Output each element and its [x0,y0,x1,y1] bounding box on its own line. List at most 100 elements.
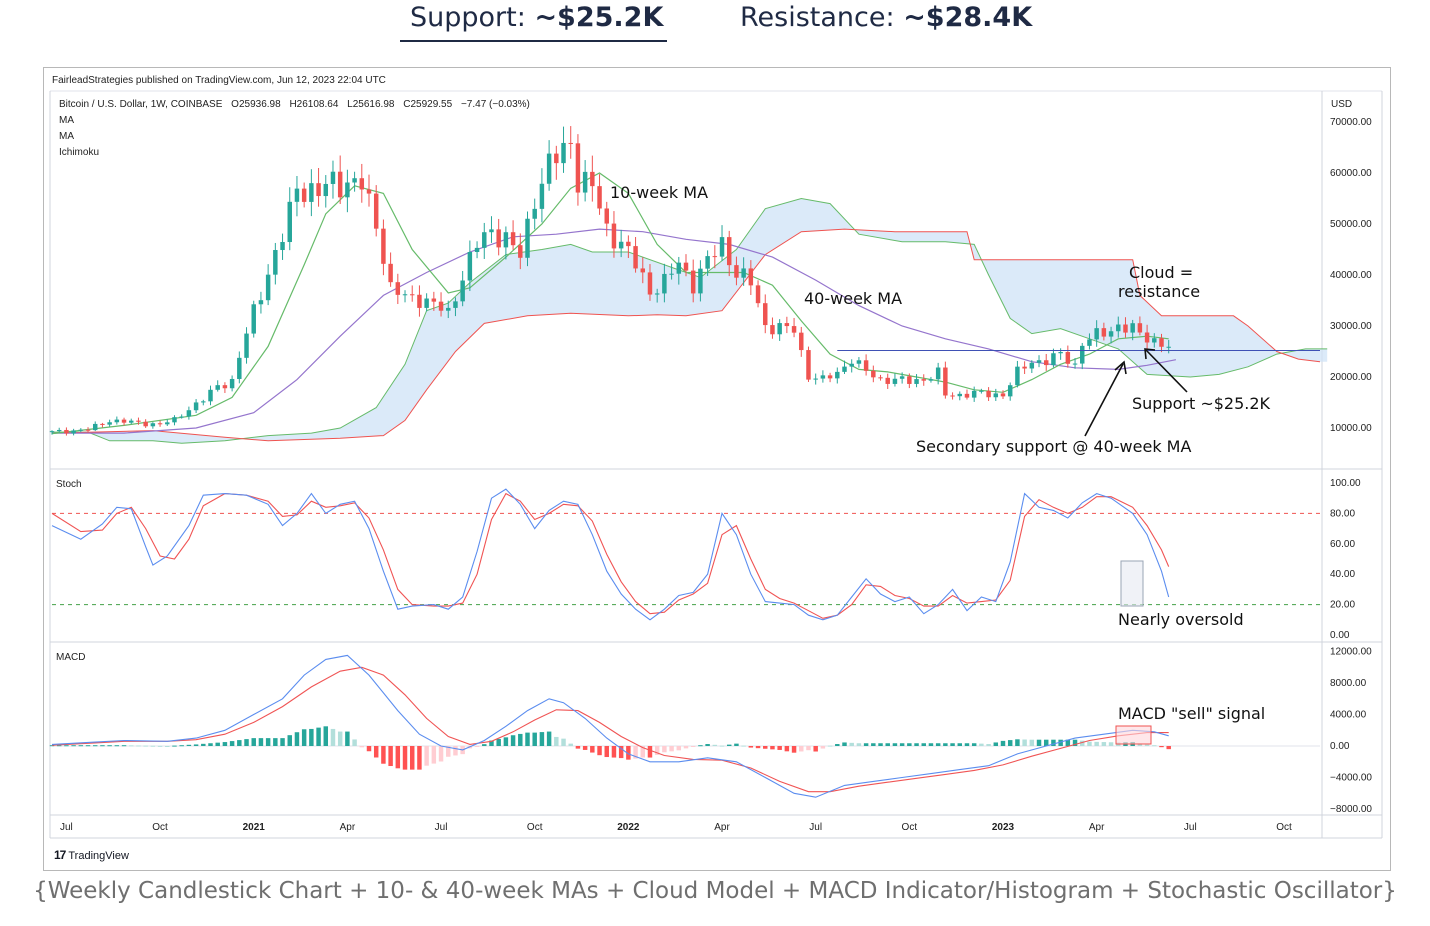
candle-body [806,350,811,380]
macd-histogram-bar [136,745,141,747]
candle-up [172,415,177,426]
macd-histogram-bar [222,742,228,746]
macd-line [51,654,1169,798]
candle-body [568,142,573,144]
candle-body [640,268,646,273]
macd-histogram-bar [503,737,509,746]
macd-histogram-bar [590,746,595,753]
candle-up [1072,358,1078,369]
candle-down [734,256,739,286]
macd-histogram-bar [899,743,905,746]
candle-body [373,193,379,229]
candle-up [561,126,566,173]
candle-body [510,232,516,246]
macd-histogram-bar [928,743,934,746]
time-tick-label: Oct [902,822,918,833]
candle-body [892,378,898,384]
candle-body [878,377,883,379]
macd-histogram-bar [352,739,357,746]
stoch-k-line [51,488,1170,621]
candle-body [820,375,826,379]
macd-histogram-bar [431,746,437,764]
candle-body [575,143,581,193]
candle-body [409,294,415,296]
macd-histogram-bar [690,746,696,747]
candle-body [777,323,782,335]
candle-up [669,263,674,280]
candle-up [294,175,300,217]
candle-body [705,256,710,269]
macd-histogram-bar [359,746,365,748]
macd-histogram-bar [979,743,984,746]
tradingview-logo[interactable]: 17 TradingView [54,848,129,862]
candle-body [222,385,228,389]
macd-histogram-bar [676,746,682,751]
macd-axis: −8000.00 −4000.00 0.00 4000.00 8000.00 12000.… [1330,647,1372,816]
candle-down [316,167,321,207]
resistance-headline-value: ~$28.4K [903,2,1033,33]
macd-histogram-bar [878,743,883,746]
candle-body [121,419,127,423]
stoch-tick-label: 60.00 [1330,539,1355,550]
candle-body [157,423,163,425]
candle-body [907,376,912,384]
macd-histogram-bar [56,745,62,747]
candle-body [273,250,278,275]
macd-histogram-bar [669,746,674,752]
stoch-d-line [51,492,1170,619]
candle-body [496,229,501,248]
indicator-legend-ma40[interactable]: MA [59,131,74,142]
macd-histogram-bar [208,743,213,746]
candle-up [539,168,545,223]
macd-histogram-bar [78,745,84,747]
candle-down [388,252,393,287]
macd-histogram-bar [1080,740,1085,746]
candle-down [1137,316,1143,336]
macd-histogram-bar [734,743,739,746]
candle-body [85,429,91,431]
candle-body [993,393,999,398]
macd-histogram-bar [647,746,653,758]
macd-histogram-bar [1166,746,1171,750]
candle-body [1072,363,1078,365]
support-headline: Support: ~$25.2K [410,2,663,33]
macd-histogram-bar [496,738,501,746]
candle-up [777,319,782,341]
macd-histogram-bar [1159,746,1164,748]
indicator-legend-ichimoku[interactable]: Ichimoku [59,147,100,158]
candle-body [352,178,357,183]
candle-body [316,183,321,197]
macd-histogram-bar [280,738,285,746]
ma-40-week-line [52,228,1177,434]
macd-histogram-bar [993,742,999,746]
macd-histogram-bar [1087,741,1092,746]
macd-histogram-bar [1101,742,1107,746]
candle-body [1116,324,1121,332]
candle-up [979,388,984,394]
candle-body [683,262,689,271]
candle-up [546,140,552,191]
candle-body [265,274,271,301]
macd-histogram-bar [1094,741,1099,746]
ohlc-low: L25616.98 [347,99,395,110]
time-tick-label: Apr [714,822,730,833]
candle-body [186,410,192,417]
candle-body [842,366,847,372]
candle-up [813,373,818,385]
candle-body [1051,353,1056,366]
candle-body [604,208,609,224]
macd-tick-label: −8000.00 [1330,804,1372,815]
macd-histogram-bar [1051,739,1056,746]
macd-histogram-bar [424,746,429,766]
candle-body [1123,324,1128,333]
macd-histogram-bar [215,742,220,746]
candle-body [100,423,105,425]
indicator-legend-ma10[interactable]: MA [59,115,74,126]
candle-up [489,216,494,243]
support-arrow-head [1144,348,1156,360]
currency-label: USD [1331,99,1352,110]
candle-down [943,361,948,399]
candle-up [345,169,350,213]
macd-histogram-bar [1108,742,1114,746]
